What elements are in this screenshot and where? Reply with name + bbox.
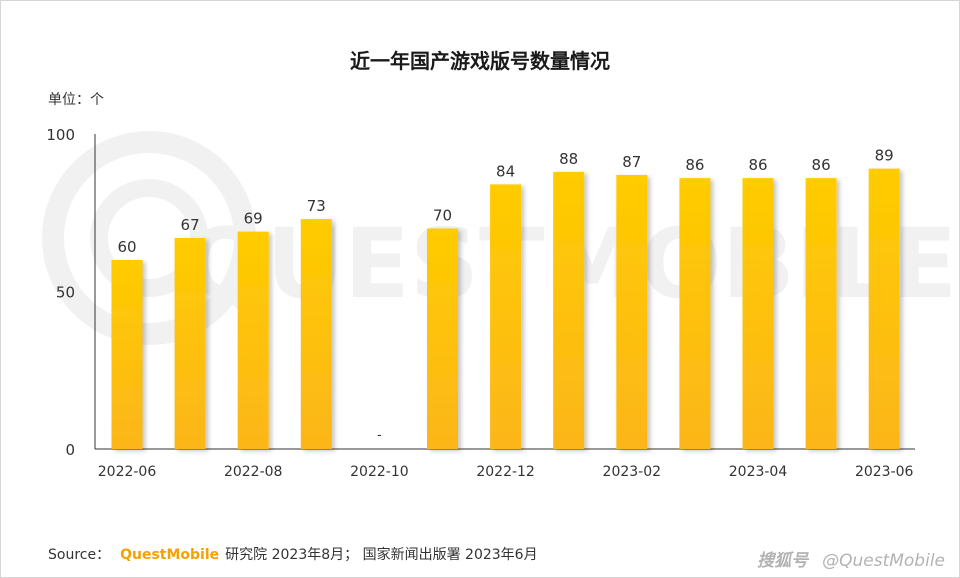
data-label: 84 [496,162,515,180]
source-prefix: Source： [48,547,111,563]
bar [111,260,143,449]
bar [616,174,648,449]
bar [237,231,269,449]
bar [490,184,522,449]
bar [742,178,774,449]
y-tick-label: 50 [56,284,75,302]
bar [300,219,332,449]
bar [553,171,585,450]
y-tick-label: 100 [46,126,75,144]
x-tick-label: 2023-02 [603,464,662,480]
source-suffix: 研究院 2023年8月； 国家新闻出版署 2023年6月 [225,547,538,563]
x-tick-label: 2022-12 [476,464,535,480]
questmobile-brand: QuestMobile [120,547,220,563]
y-tick-label: 0 [65,441,75,459]
data-label: 86 [748,156,767,174]
data-label: 86 [812,156,831,174]
data-label: 86 [685,156,704,174]
data-label: 60 [117,238,136,256]
bar [868,168,900,449]
bar [805,178,837,449]
x-tick-label: 2022-06 [98,464,157,480]
bar [174,237,206,449]
data-label: 73 [307,197,326,215]
data-label: 88 [559,150,578,168]
watermark-text: @QuestMobile [822,551,945,571]
x-tick-label: 2022-08 [224,464,283,480]
source-footer: Source： QuestMobile 研究院 2023年8月； 国家新闻出版署 2… [48,544,538,564]
data-label: 69 [244,210,263,228]
data-label: 89 [875,147,894,165]
unit-label: 单位：个 [48,92,104,108]
chart-title: 近一年国产游戏版号数量情况 [350,49,610,73]
x-tick-label: 2022-10 [350,464,409,480]
bar [427,228,458,449]
data-label: - [377,428,382,443]
x-tick-label: 2023-04 [729,464,788,480]
bar [679,178,711,449]
data-label: 67 [181,216,200,234]
data-label: 70 [433,207,452,225]
watermark: 搜狐号 @QuestMobile [757,546,945,571]
data-label: 87 [622,153,641,171]
x-tick-label: 2023-06 [855,464,914,480]
sohu-logo: 搜狐号 [757,551,809,571]
